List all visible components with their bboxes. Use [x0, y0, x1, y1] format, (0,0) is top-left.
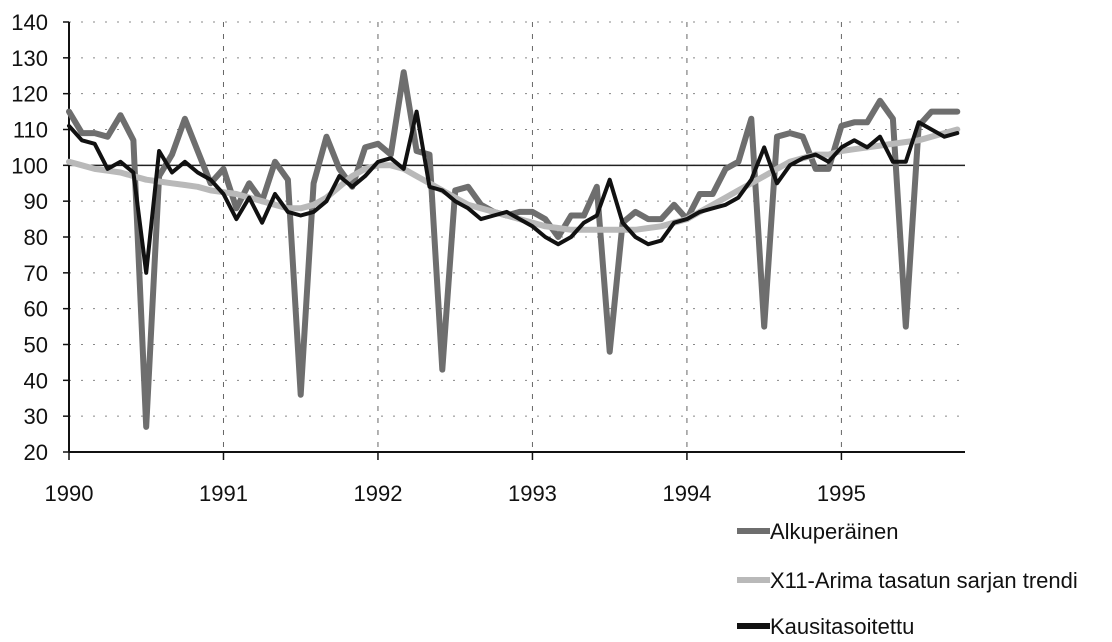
y-tick-label-40: 40: [24, 368, 48, 393]
y-tick-label-100: 100: [11, 153, 48, 178]
y-axis-ticks: 20 30 40 50 60 70 80 90 100 110 120 130 140: [11, 10, 69, 465]
legend-label-trend: X11-Arima tasatun sarjan trendi: [770, 568, 1078, 593]
y-tick-label-130: 130: [11, 46, 48, 71]
y-tick-label-50: 50: [24, 333, 48, 358]
legend-item-seasonally-adjusted: Kausitasoitettu: [737, 614, 914, 639]
y-tick-label-30: 30: [24, 404, 48, 429]
vertical-gridlines: [222, 22, 842, 452]
x-tick-label-1990: 1990: [45, 481, 94, 506]
legend-item-trend: X11-Arima tasatun sarjan trendi: [737, 568, 1078, 593]
x-tick-label-1992: 1992: [353, 481, 402, 506]
x-axis-ticks: 1990 1991 1992 1993 1994 1995: [45, 452, 866, 506]
y-tick-label-140: 140: [11, 10, 48, 35]
legend-item-original: Alkuperäinen: [737, 519, 898, 544]
y-tick-label-90: 90: [24, 189, 48, 214]
legend-label-seasonally-adjusted: Kausitasoitettu: [770, 614, 914, 639]
series-line-seasonally-adjusted: [67, 109, 960, 275]
x-tick-label-1994: 1994: [662, 481, 711, 506]
x-tick-label-1993: 1993: [508, 481, 557, 506]
x-tick-label-1995: 1995: [817, 481, 866, 506]
x-tick-label-1991: 1991: [199, 481, 248, 506]
y-tick-label-60: 60: [24, 297, 48, 322]
grid: [69, 21, 965, 452]
series-lines: [66, 69, 961, 430]
y-tick-label-110: 110: [13, 118, 48, 143]
y-tick-label-80: 80: [24, 225, 48, 250]
legend-label-original: Alkuperäinen: [770, 519, 898, 544]
series-line-original: [66, 69, 961, 430]
y-tick-label-70: 70: [24, 261, 48, 286]
legend: Alkuperäinen X11-Arima tasatun sarjan tr…: [737, 519, 1078, 639]
y-tick-label-20: 20: [24, 440, 48, 465]
y-tick-label-120: 120: [11, 82, 48, 107]
